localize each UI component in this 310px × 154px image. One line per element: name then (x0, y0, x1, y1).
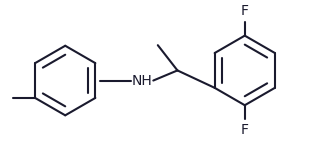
Text: NH: NH (132, 73, 153, 87)
Text: F: F (241, 123, 249, 137)
Text: F: F (241, 4, 249, 18)
